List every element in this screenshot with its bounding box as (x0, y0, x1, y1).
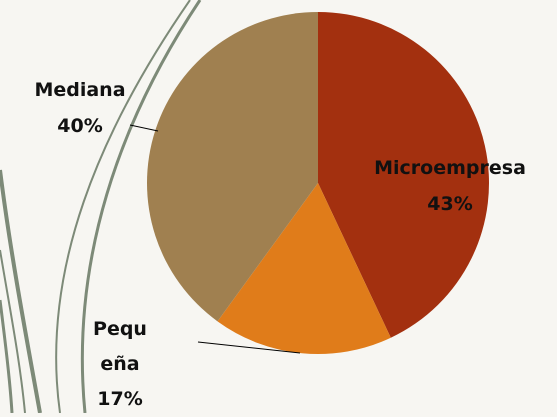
pie-slice (217, 183, 391, 355)
pie-slice (318, 12, 490, 338)
pie (147, 12, 490, 355)
leader-line (129, 124, 159, 132)
value-label: 40% (57, 115, 103, 138)
category-label: Pequeña (93, 318, 147, 376)
pie-slice (147, 12, 318, 322)
value-label: 43% (427, 193, 473, 216)
slice-label: Microempresa 43% (340, 150, 557, 222)
slice-label: Mediana 40% (10, 72, 150, 144)
leader-line (197, 341, 301, 354)
value-label: 17% (97, 388, 143, 411)
category-label: Microempresa (374, 157, 526, 179)
category-label: Mediana (34, 79, 126, 101)
slice-label: Pequeña 17% (80, 312, 160, 417)
background-decoration (0, 0, 202, 413)
